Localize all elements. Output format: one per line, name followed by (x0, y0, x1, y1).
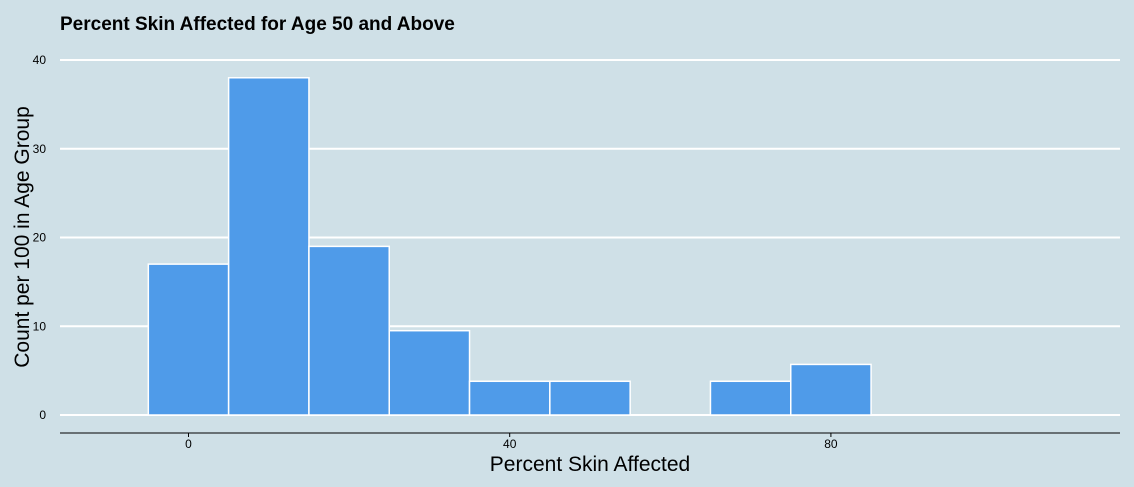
y-tick-label-20: 20 (33, 231, 47, 245)
histogram-bar-6 (709, 380, 792, 416)
y-tick-label-40: 40 (33, 53, 47, 67)
bars (147, 77, 872, 416)
x-tick-labels: 0 40 80 (185, 433, 838, 451)
y-tick-label-10: 10 (33, 319, 47, 333)
y-axis-title: Count per 100 in Age Group (11, 106, 34, 368)
x-tick-label-80: 80 (824, 437, 838, 451)
x-tick-label-0: 0 (185, 437, 192, 451)
histogram-bar-4 (468, 380, 551, 416)
x-axis-title: Percent Skin Affected (490, 453, 690, 476)
histogram-bar-7 (790, 363, 872, 416)
histogram-bar-2 (308, 245, 390, 416)
y-tick-label-0: 0 (39, 408, 46, 422)
y-tick-label-30: 30 (33, 142, 47, 156)
histogram-bar-1 (227, 77, 310, 416)
histogram-bar-3 (388, 329, 471, 416)
y-tick-labels: 0 10 20 30 40 (33, 53, 47, 422)
histogram-bar-5 (549, 380, 631, 416)
chart-title: Percent Skin Affected for Age 50 and Abo… (60, 14, 455, 35)
x-tick-label-40: 40 (503, 437, 517, 451)
histogram-bar-0 (147, 263, 230, 416)
